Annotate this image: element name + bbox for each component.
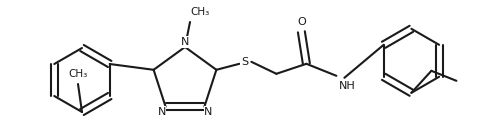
Text: N: N [157, 107, 165, 117]
Text: S: S [240, 57, 247, 67]
Text: CH₃: CH₃ [189, 7, 209, 17]
Text: N: N [180, 37, 189, 47]
Text: O: O [297, 17, 305, 27]
Text: N: N [204, 107, 212, 117]
Text: CH₃: CH₃ [68, 69, 88, 79]
Text: NH: NH [338, 81, 354, 91]
